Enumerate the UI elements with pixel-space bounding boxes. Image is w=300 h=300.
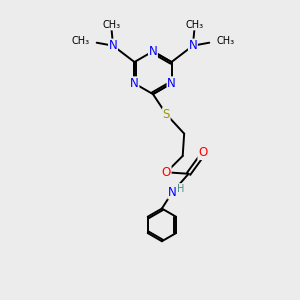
Text: CH₃: CH₃ (217, 36, 235, 46)
Text: CH₃: CH₃ (71, 36, 89, 46)
Text: N: N (167, 77, 176, 90)
Text: N: N (130, 77, 139, 90)
Text: N: N (168, 186, 177, 199)
Text: N: N (188, 39, 197, 52)
Text: H: H (177, 184, 184, 194)
Text: N: N (109, 39, 117, 52)
Text: CH₃: CH₃ (185, 20, 203, 30)
Text: S: S (163, 108, 170, 121)
Text: N: N (148, 45, 157, 58)
Text: O: O (198, 146, 207, 160)
Text: CH₃: CH₃ (103, 20, 121, 30)
Text: O: O (162, 166, 171, 179)
